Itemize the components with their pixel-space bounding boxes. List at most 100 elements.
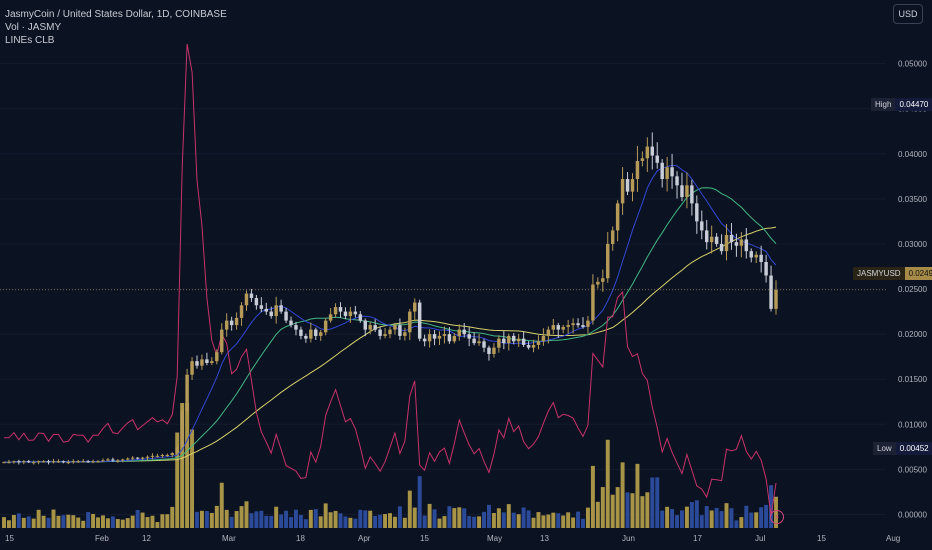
volume-bar: [546, 514, 551, 528]
candle-body: [680, 185, 684, 198]
volume-bar: [6, 520, 11, 528]
volume-bar: [115, 519, 120, 528]
volume-bar: [689, 502, 694, 528]
volume-bar: [71, 515, 76, 528]
candle-body: [437, 335, 442, 339]
lines-indicator-label[interactable]: LINEs CLB: [5, 35, 55, 46]
candle-body: [155, 455, 160, 457]
low-label: Low: [873, 442, 896, 455]
volume-bar: [105, 518, 110, 528]
volume-bar: [437, 518, 442, 528]
volume-bar: [313, 509, 318, 528]
candle-body: [358, 314, 363, 321]
volume-bar: [734, 520, 739, 528]
candle-body: [314, 329, 318, 336]
price-tick-label: 0.04000: [898, 150, 927, 159]
candle-body: [625, 179, 630, 192]
candle-body: [106, 459, 110, 461]
volume-bar: [388, 513, 392, 528]
candle-body: [12, 461, 16, 463]
volume-bar: [769, 485, 774, 528]
candle-body: [690, 185, 694, 204]
volume-bar: [175, 432, 180, 528]
volume-bar: [590, 465, 595, 528]
volume-bar: [581, 518, 585, 528]
volume-bar: [91, 513, 96, 528]
volume-bar: [491, 512, 496, 528]
candle-body: [190, 361, 194, 375]
symbol-title[interactable]: JasmyCoin / United States Dollar, 1D, CO…: [5, 9, 227, 20]
candle-body: [309, 329, 313, 339]
candle-body: [596, 281, 600, 285]
time-tick-label: 15: [817, 534, 826, 543]
currency-button[interactable]: USD: [893, 4, 923, 24]
candle-body: [41, 461, 46, 463]
candle-body: [759, 254, 763, 262]
time-tick-label: Feb: [95, 534, 109, 543]
volume-bar: [100, 515, 105, 528]
volume-bar: [719, 511, 724, 528]
candle-body: [561, 326, 565, 330]
candle-body: [403, 332, 407, 336]
volume-bar: [645, 492, 650, 528]
candle-body: [388, 329, 392, 335]
volume-bar: [709, 510, 714, 528]
volume-bar: [224, 509, 229, 528]
volume-bar: [432, 509, 437, 528]
volume-bar: [36, 509, 41, 528]
candle-body: [76, 461, 80, 463]
pink-indicator-line: [4, 43, 777, 517]
time-tick-label: 17: [693, 534, 702, 543]
volume-bar: [566, 512, 571, 528]
volume-bar: [684, 506, 689, 528]
volume-bar: [610, 494, 615, 528]
candle-body: [111, 459, 115, 461]
volume-bar: [338, 513, 343, 528]
volume-bar: [729, 508, 734, 528]
volume-bar: [679, 510, 684, 528]
volume-bar: [620, 462, 625, 528]
candle-body: [714, 236, 719, 244]
candle-body: [729, 234, 734, 243]
candle-body: [363, 320, 367, 330]
time-tick-label: 15: [5, 534, 14, 543]
volume-bar: [323, 503, 328, 528]
candle-body: [487, 347, 491, 354]
candle-body: [205, 359, 209, 363]
candle-body: [413, 302, 417, 312]
candle-body: [373, 325, 377, 330]
green-indicator-line: [4, 187, 777, 463]
candle-body: [536, 341, 541, 345]
volume-bar: [66, 514, 71, 528]
time-axis[interactable]: 15 Feb 12 Mar 18 Apr 15 May 13 Jun 17 Jul 15 Aug: [5, 534, 900, 543]
price-tick-label: 0.01500: [898, 375, 927, 384]
volume-bar: [576, 511, 581, 528]
lightning-icon[interactable]: ⚡: [770, 510, 784, 524]
volume-bar: [506, 504, 511, 528]
volume-bar: [219, 482, 224, 528]
volume-bar: [204, 511, 209, 528]
volume-bar: [521, 507, 526, 528]
candle-body: [417, 302, 422, 339]
volume-bar: [234, 511, 239, 528]
high-value: 0.04470: [895, 98, 932, 111]
candle-body: [566, 325, 570, 327]
volume-bar: [31, 518, 36, 528]
volume-bar: [739, 517, 744, 528]
volume-bar: [650, 477, 655, 528]
volume-bar: [630, 493, 635, 528]
candle-body: [724, 234, 729, 252]
candle-body: [239, 305, 244, 318]
volume-bar: [76, 517, 81, 528]
candle-body: [511, 335, 516, 342]
candle-body: [774, 289, 778, 309]
low-price-flag: Low 0.00452: [873, 442, 932, 455]
candle-body: [695, 203, 699, 222]
volume-bar: [704, 506, 709, 528]
volume-bar: [462, 508, 467, 528]
volume-indicator-label[interactable]: Vol · JASMY: [5, 22, 62, 33]
candle-body: [180, 410, 184, 447]
candle-body: [472, 338, 476, 344]
time-tick-label: Aug: [886, 534, 900, 543]
